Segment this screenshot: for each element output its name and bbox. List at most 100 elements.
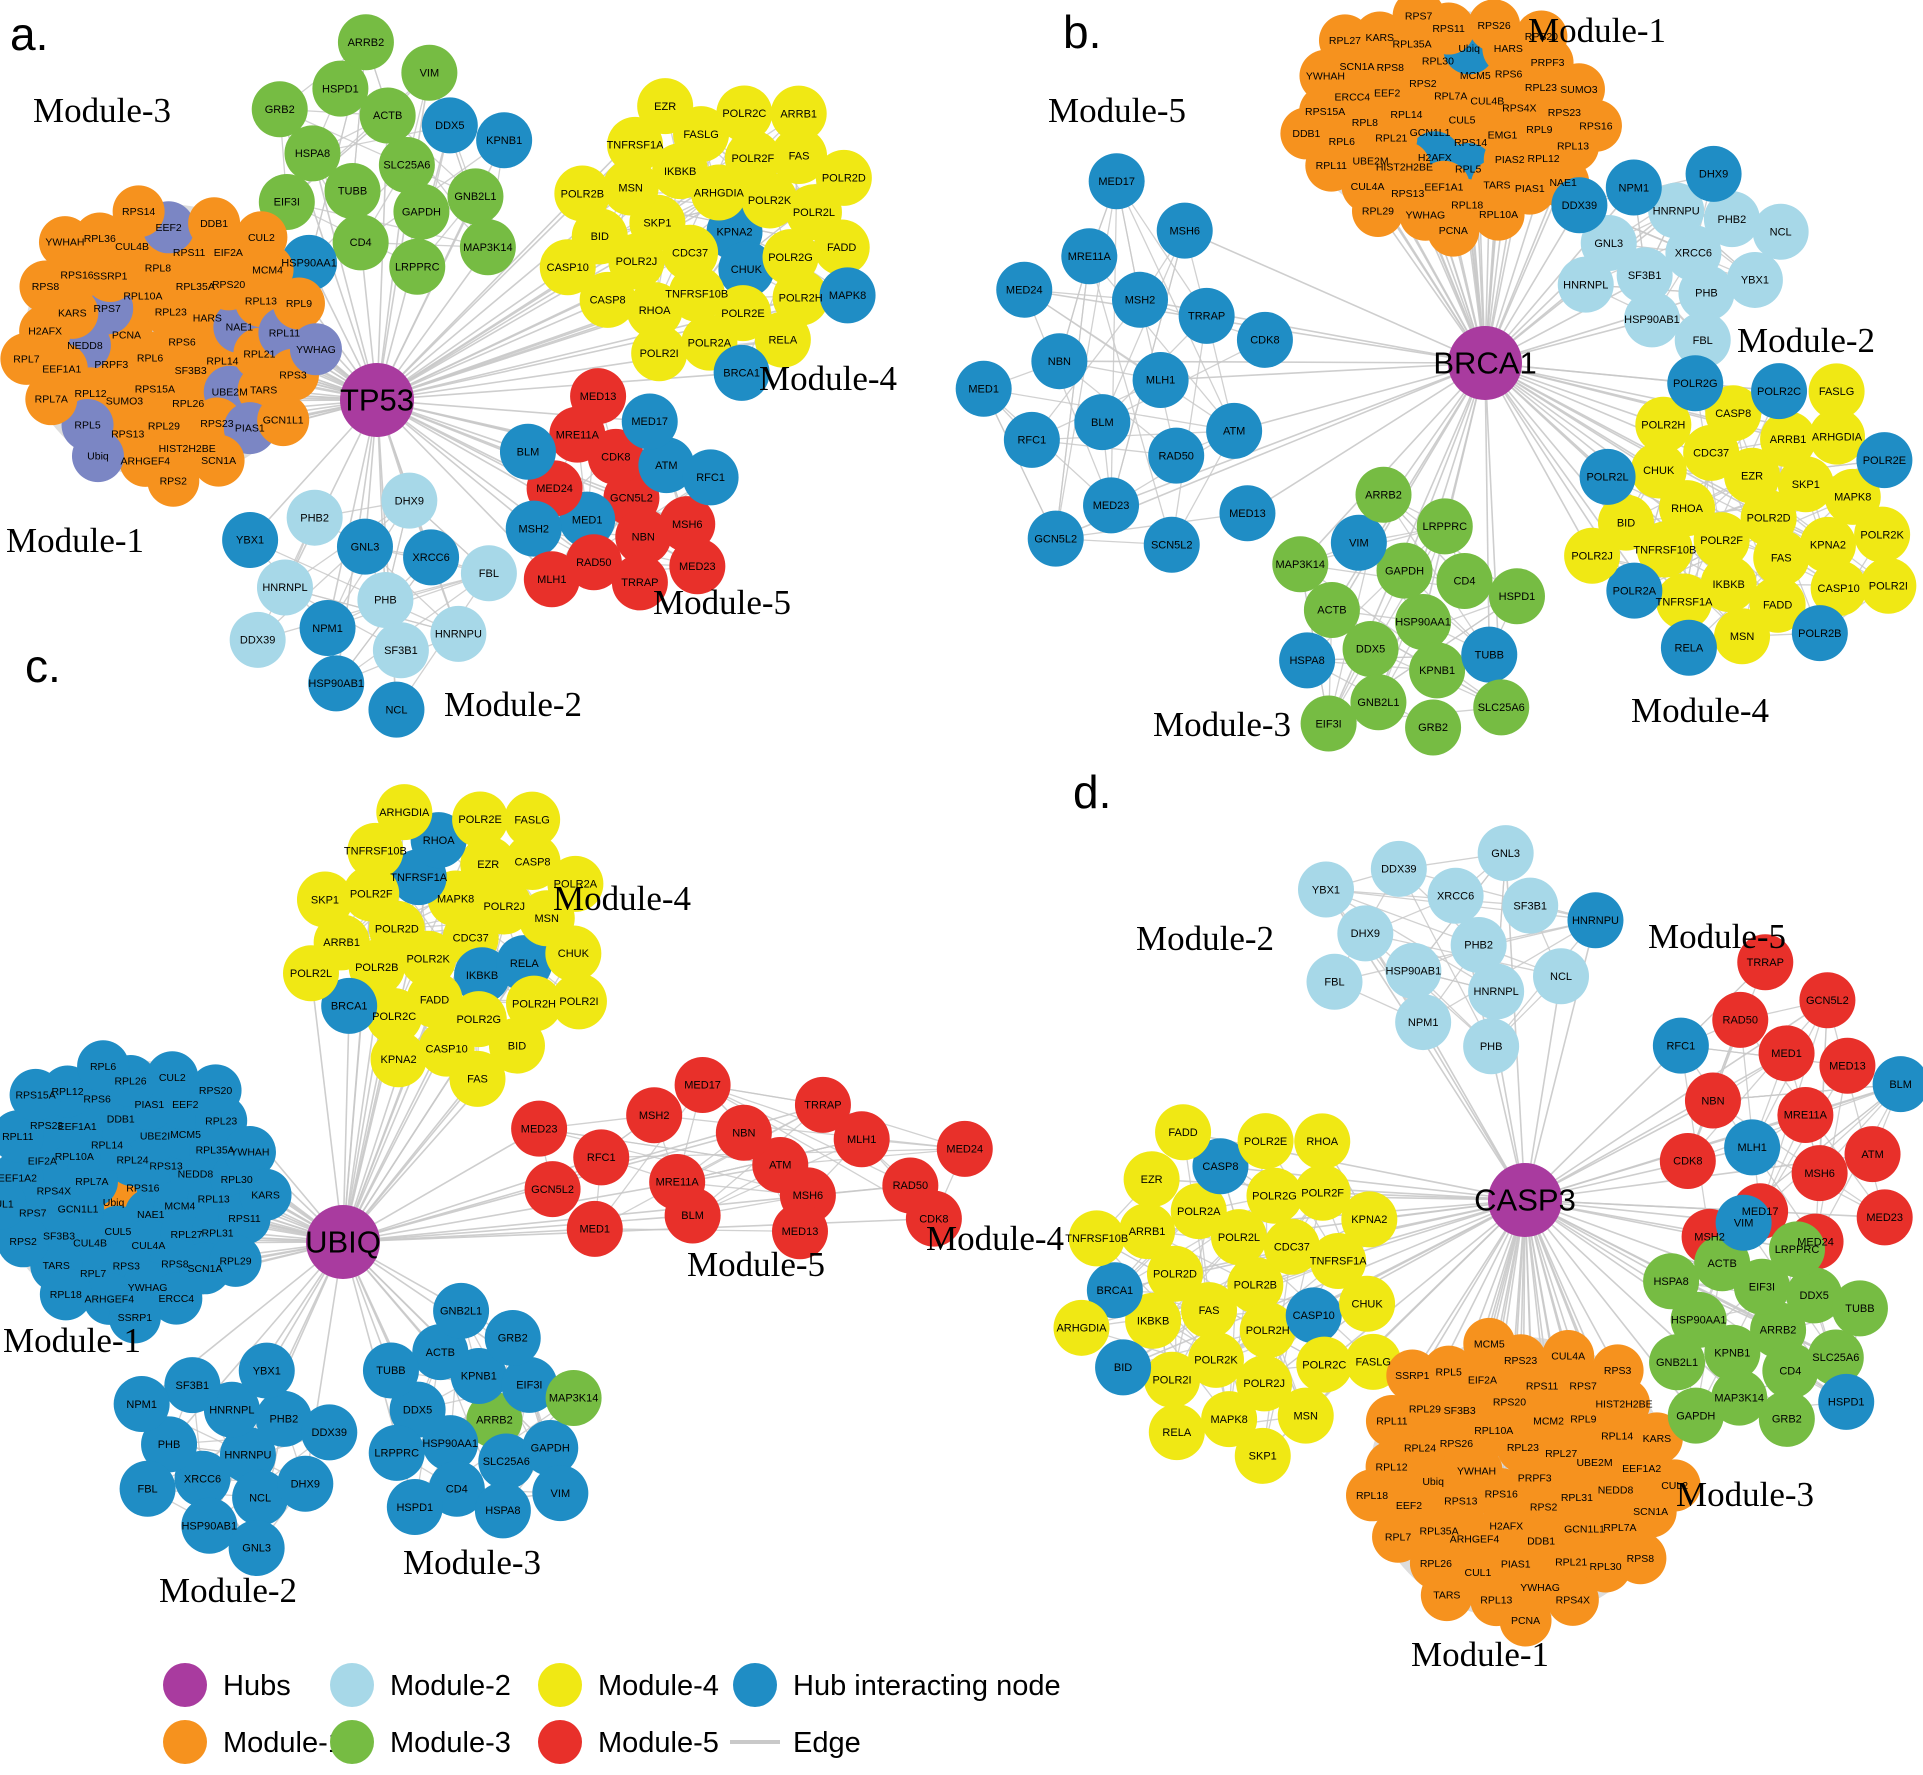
- gene-node-label: MED24: [1006, 284, 1043, 296]
- module-label: Module-1: [3, 1321, 141, 1360]
- gene-node: [146, 1051, 199, 1104]
- gene-node-label: GAPDH: [1385, 565, 1424, 577]
- gene-node: [1427, 867, 1484, 924]
- gene-node-label: VIM: [551, 1488, 571, 1500]
- gene-node-label: TUBB: [376, 1365, 405, 1377]
- gene-node-label: SKP1: [1792, 479, 1820, 491]
- gene-node: [718, 241, 775, 298]
- gene-node-label: RPL35A: [1420, 1525, 1459, 1537]
- gene-node-label: RPL31: [1561, 1492, 1593, 1504]
- gene-node-label: HSP90AB1: [1624, 314, 1680, 326]
- gene-node-label: GCN1L1: [58, 1203, 99, 1215]
- gene-node-label: POLR2F: [1301, 1187, 1344, 1199]
- gene-node: [251, 81, 308, 138]
- gene-node: [996, 261, 1053, 318]
- gene-node: [1724, 1119, 1781, 1176]
- gene-node-label: RPS16: [60, 269, 93, 281]
- gene-node-label: MSH2: [1694, 1232, 1725, 1244]
- gene-node-label: GNB2L1: [454, 191, 496, 203]
- gene-node-label: CUL2: [159, 1072, 186, 1084]
- gene-node: [1330, 514, 1387, 571]
- gene-node-label: CDC37: [672, 247, 708, 259]
- gene-node-label: GRB2: [1772, 1414, 1802, 1426]
- gene-node-label: RPS8: [32, 281, 60, 293]
- gene-node-label: MSH2: [1125, 295, 1156, 307]
- gene-node-label: RPS15A: [15, 1089, 55, 1101]
- gene-node-label: KPNB1: [486, 135, 522, 147]
- gene-node: [0, 1110, 44, 1163]
- gene-node-label: POLR2B: [1798, 628, 1841, 640]
- gene-node: [1569, 99, 1622, 152]
- hub-edge: [1524, 976, 1562, 1201]
- gene-node-label: HNRNPL: [1563, 279, 1608, 291]
- gene-node-label: HSP90AB1: [1386, 966, 1442, 978]
- gene-node-label: RPL5: [74, 420, 100, 432]
- gene-node-label: MCM4: [164, 1200, 195, 1212]
- gene-node: [372, 622, 429, 679]
- gene-node: [71, 430, 124, 483]
- gene-node: [460, 836, 517, 893]
- gene-node-label: RPS3: [279, 369, 307, 381]
- gene-node: [1296, 1336, 1353, 1393]
- gene-node-label: NAE1: [226, 322, 254, 334]
- gene-node-label: HSP90AA1: [1395, 617, 1451, 629]
- gene-node: [570, 368, 627, 425]
- gene-node-label: RHOA: [423, 835, 455, 847]
- gene-node: [905, 1190, 962, 1247]
- gene-node: [235, 211, 288, 264]
- gene-node: [1542, 1330, 1595, 1383]
- gene-node: [1236, 1355, 1293, 1412]
- edge: [1325, 888, 1497, 993]
- hub-edge: [376, 266, 569, 401]
- hub-edge: [1524, 1083, 1901, 1201]
- gene-node: [637, 78, 694, 135]
- hub-edge: [1247, 362, 1486, 514]
- gene-node: [1616, 247, 1673, 304]
- gene-node: [545, 925, 602, 982]
- edge: [1110, 181, 1118, 506]
- gene-node: [1053, 1299, 1110, 1356]
- gene-node-label: HSPA8: [485, 1505, 520, 1517]
- gene-node: [1678, 264, 1735, 321]
- gene-node: [1533, 948, 1590, 1005]
- gene-node: [1461, 626, 1518, 683]
- gene-node-label: POLR2D: [1747, 513, 1791, 525]
- legend-swatch-module4: [538, 1663, 582, 1707]
- gene-node-label: GNB2L1: [1656, 1357, 1698, 1369]
- gene-node-label: POLR2A: [1613, 585, 1657, 597]
- gene-node-label: MED17: [1098, 176, 1135, 188]
- gene-node-label: FAS: [1199, 1305, 1220, 1317]
- gene-node: [1872, 1056, 1923, 1113]
- gene-node-label: LRPPRC: [1775, 1244, 1820, 1256]
- hub-edge: [1233, 362, 1486, 432]
- gene-node: [359, 87, 416, 144]
- gene-node: [1236, 311, 1293, 368]
- gene-node: [1083, 477, 1140, 534]
- gene-node-label: GNB2L1: [440, 1306, 482, 1318]
- gene-node-label: PIAS1: [235, 423, 265, 435]
- gene-node-label: FASLG: [1355, 1357, 1390, 1369]
- gene-node: [1737, 934, 1794, 991]
- gene-node: [337, 14, 394, 71]
- hub-edge: [311, 153, 378, 401]
- gene-node-label: POLR2F: [350, 888, 393, 900]
- gene-node-label: DDX39: [312, 1427, 347, 1439]
- gene-node: [277, 1455, 334, 1512]
- gene-node-label: POLR2L: [1218, 1232, 1260, 1244]
- gene-node-label: MAP3K14: [463, 242, 513, 254]
- gene-node-label: POLR2B: [1234, 1280, 1277, 1292]
- gene-node-label: DDX5: [435, 120, 464, 132]
- hub-edge: [310, 973, 344, 1243]
- gene-node-label: SSRP1: [118, 1312, 153, 1324]
- gene-node: [638, 437, 695, 494]
- legend-label: Hubs: [223, 1670, 291, 1702]
- gene-node-label: POLR2K: [748, 195, 792, 207]
- gene-node-label: RPL5: [1455, 164, 1481, 176]
- gene-node: [1365, 1395, 1418, 1448]
- gene-node: [1712, 991, 1769, 1048]
- nodes-layer: [955, 0, 1917, 756]
- gene-node-label: MCM4: [252, 264, 283, 276]
- gene-node-label: GNL3: [1594, 238, 1623, 250]
- gene-node-label: SLC25A6: [383, 160, 430, 172]
- gene-node-label: RPS4X: [1556, 1594, 1590, 1606]
